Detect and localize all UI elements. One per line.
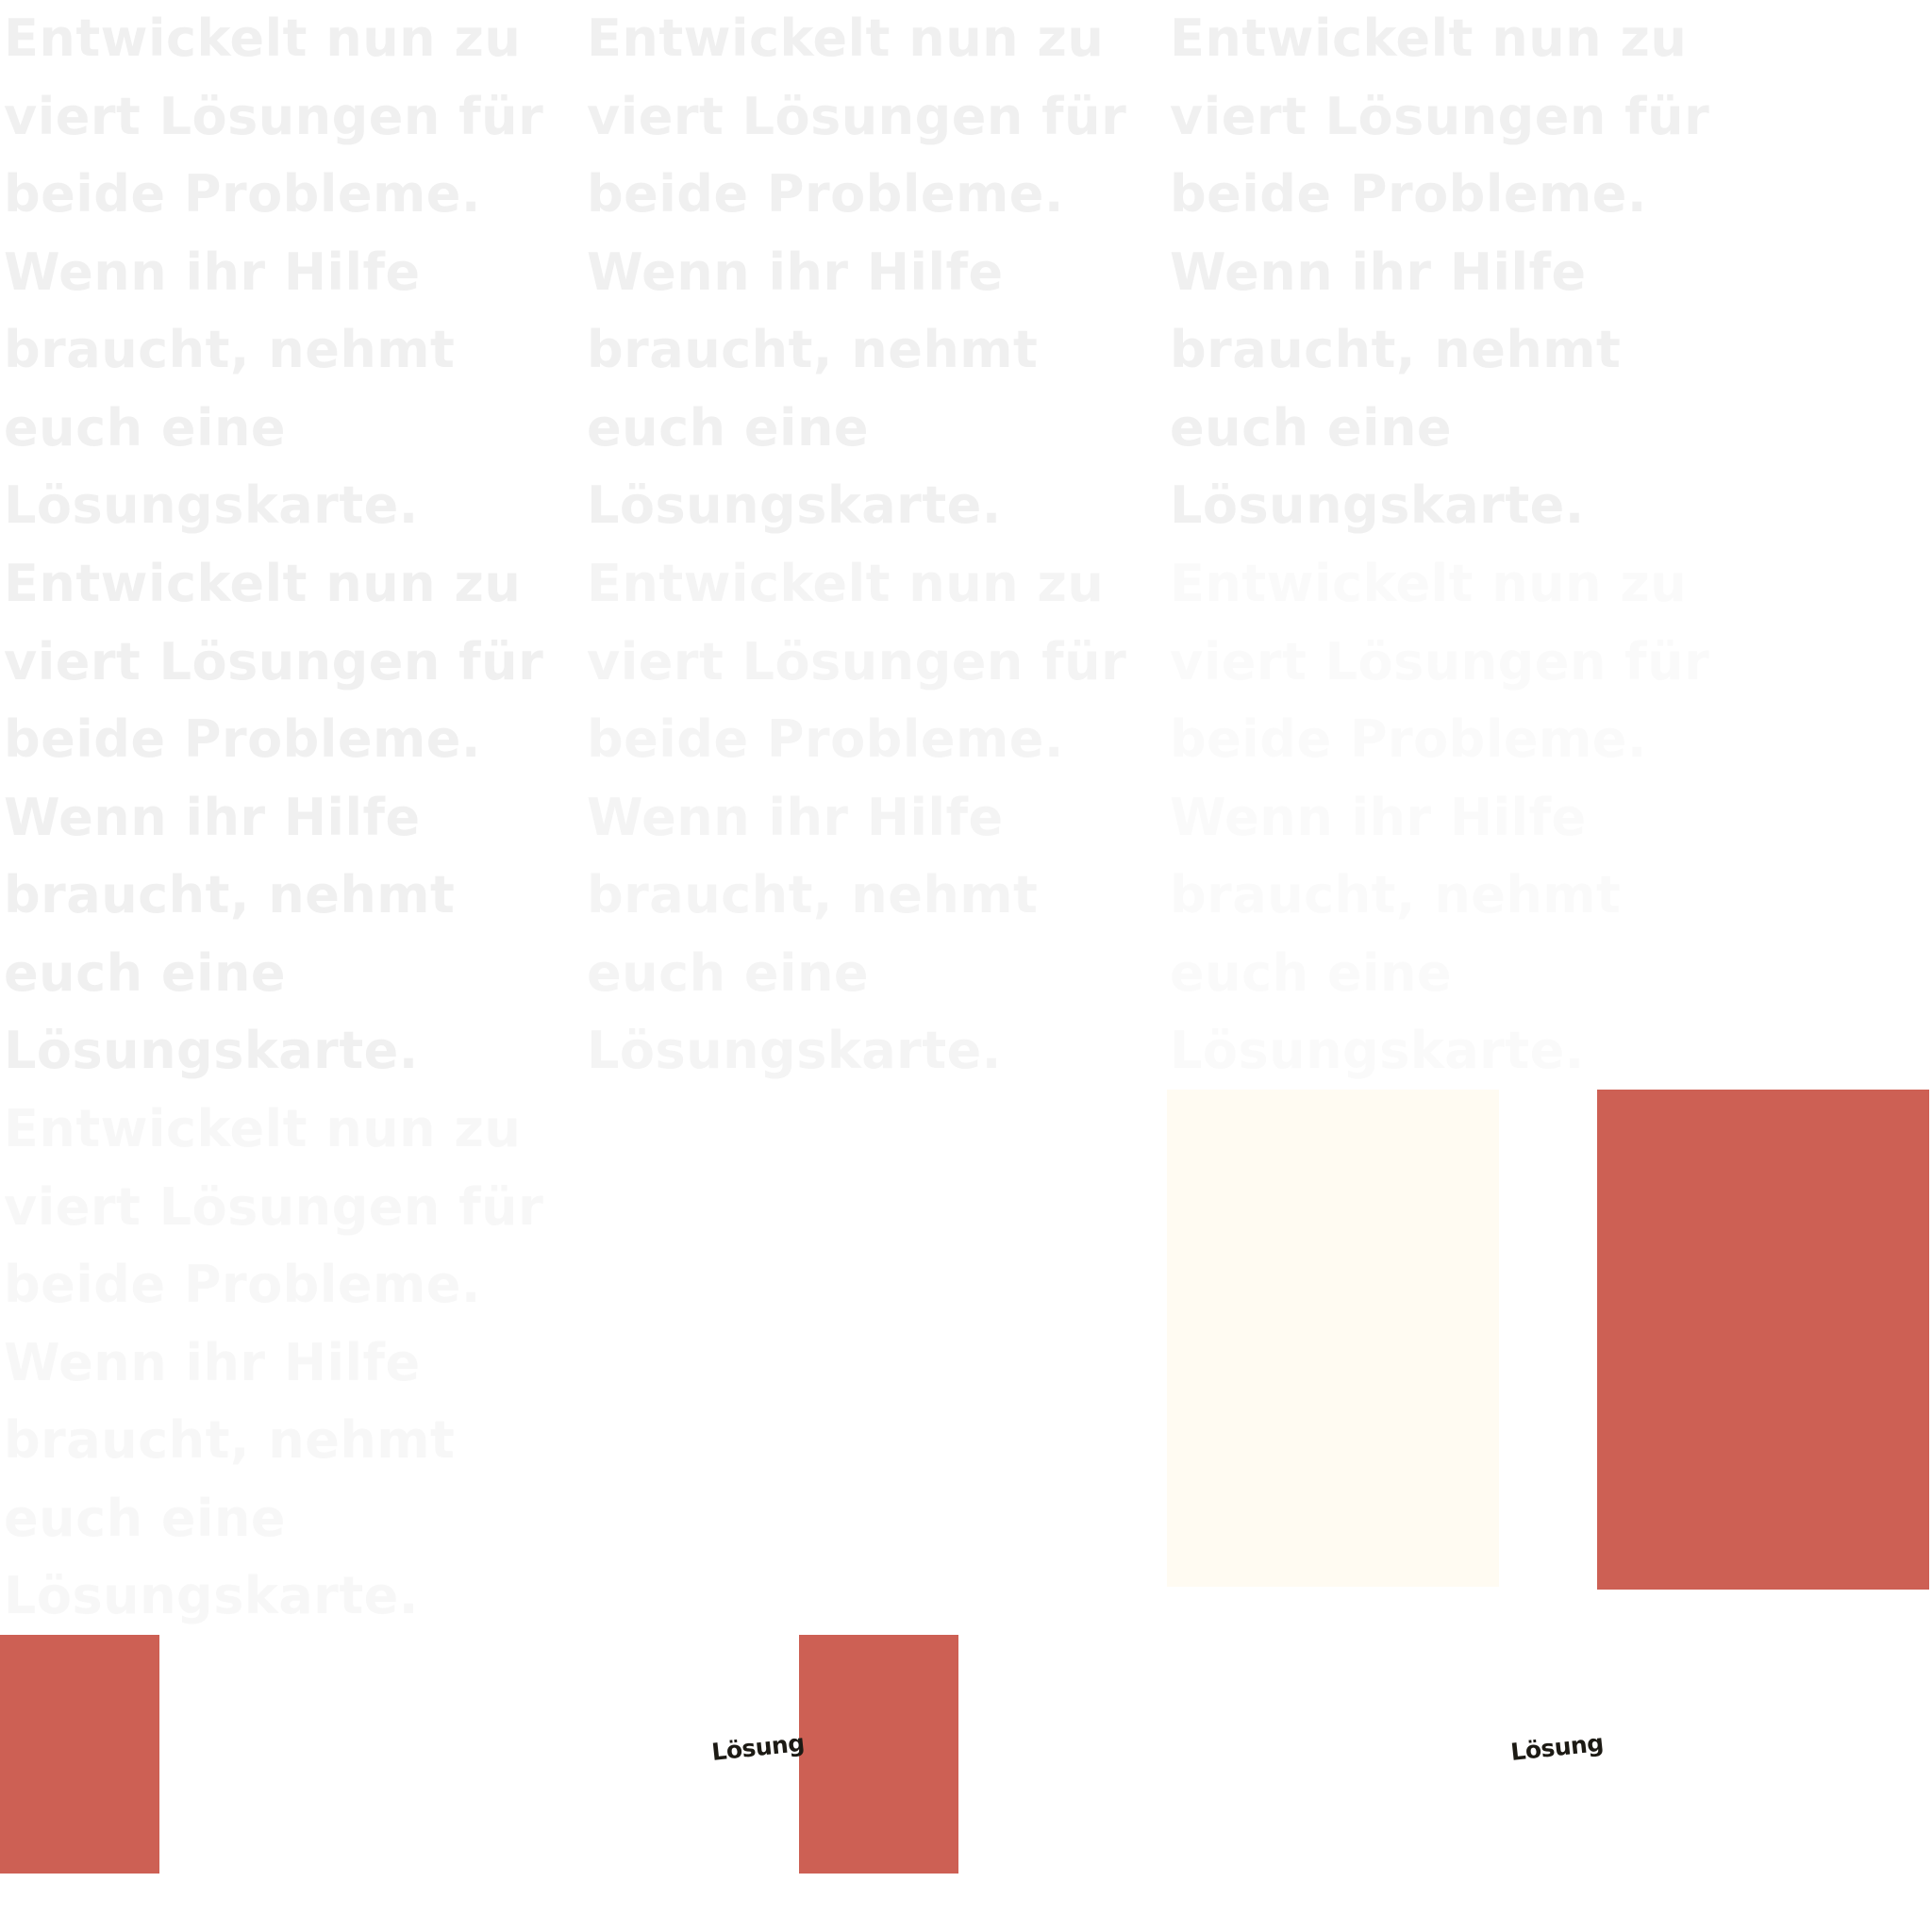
instruction-text-col1-row1: Entwickelt nun zu viert Lösungen für bei… <box>4 8 544 535</box>
card-back-red-small-2 <box>799 1635 958 1874</box>
card-front-cream <box>1167 1090 1499 1587</box>
solution-label-1: Lösung <box>709 1728 806 1766</box>
instruction-text-col1-row2: Entwickelt nun zu viert Lösungen für bei… <box>4 554 544 1080</box>
card-back-red-small-1 <box>0 1635 159 1874</box>
instruction-text-col1-row3: Entwickelt nun zu viert Lösungen für bei… <box>4 1099 544 1625</box>
card-back-red-large <box>1597 1090 1929 1590</box>
solution-label-2: Lösung <box>1508 1728 1605 1766</box>
instruction-text-col3-row1: Entwickelt nun zu viert Lösungen für bei… <box>1170 8 1710 535</box>
instruction-text-col2-row1: Entwickelt nun zu viert Lösungen für bei… <box>587 8 1127 535</box>
instruction-text-col2-row2: Entwickelt nun zu viert Lösungen für bei… <box>587 554 1127 1080</box>
instruction-text-col3-row2: Entwickelt nun zu viert Lösungen für bei… <box>1170 554 1710 1080</box>
